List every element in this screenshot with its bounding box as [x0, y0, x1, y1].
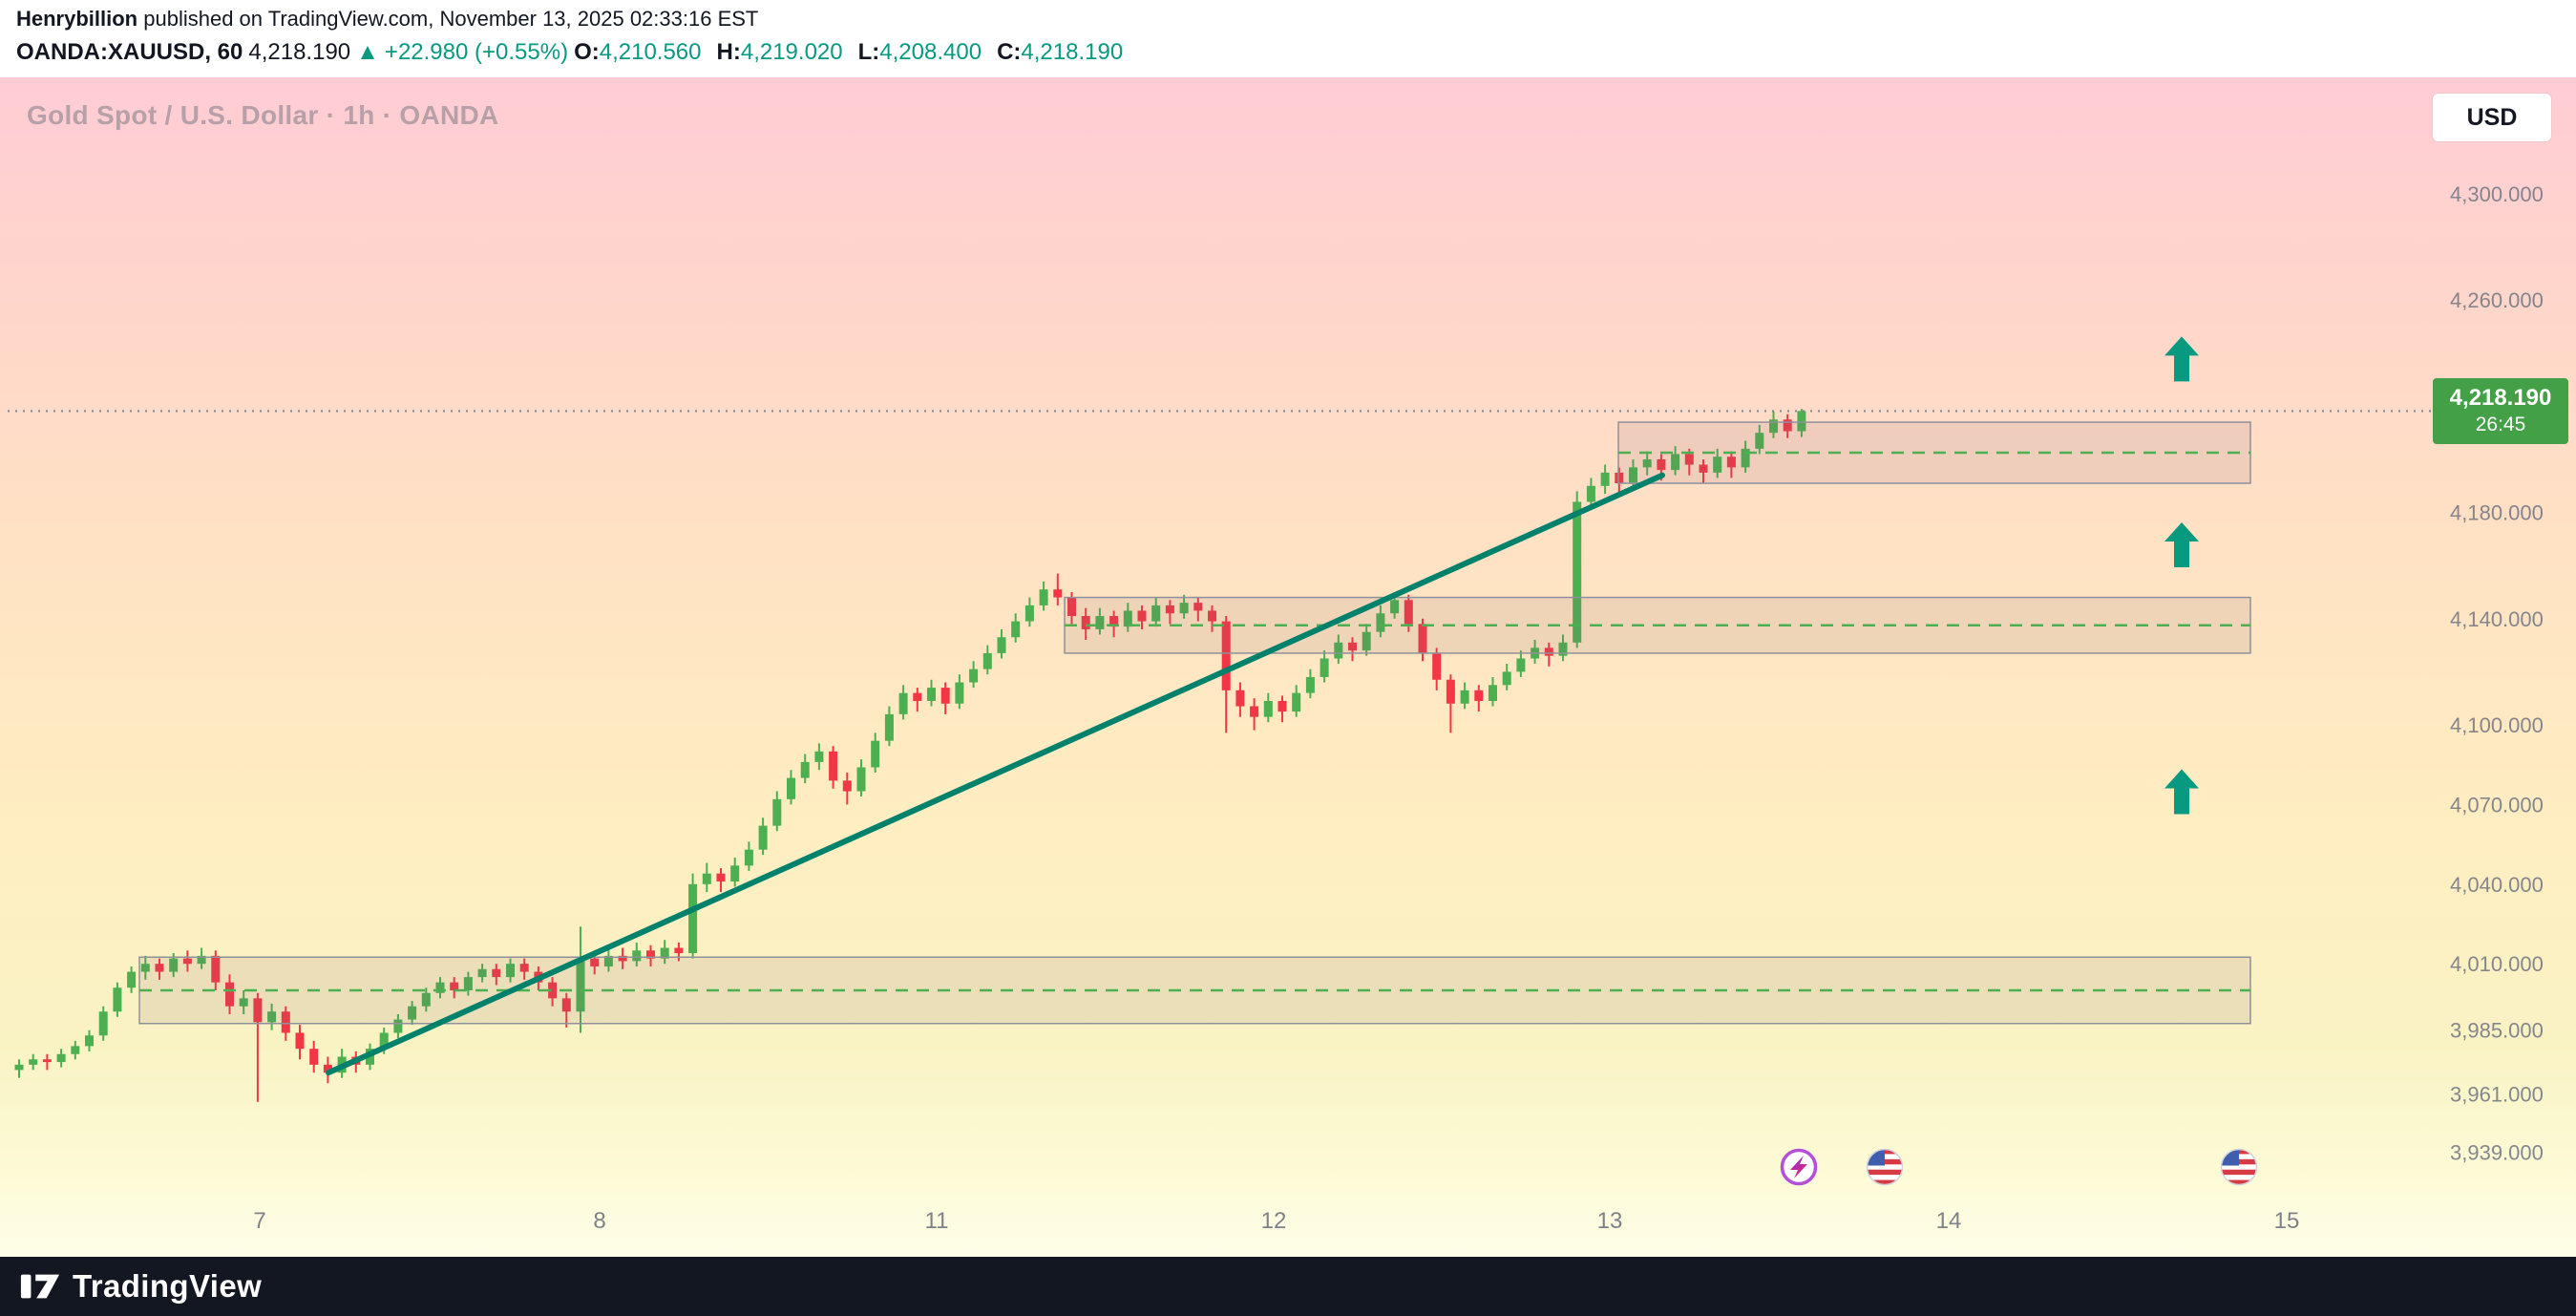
price-tick-label: 3,939.000	[2450, 1141, 2544, 1165]
time-tick-label: 12	[1261, 1208, 1287, 1234]
open-value: 4,210.560	[599, 39, 702, 65]
event-marker-us-flag[interactable]	[1866, 1148, 1904, 1186]
close-value: 4,218.190	[1021, 39, 1124, 65]
symbol-ohlc-line: OANDA:XAUUSD, 60 4,218.190 ▲ +22.980 (+0.55…	[16, 39, 1138, 66]
price-tick-label: 4,040.000	[2450, 873, 2544, 897]
time-tick-label: 7	[253, 1208, 265, 1234]
zone-demand-zone-upper	[1617, 421, 2251, 484]
time-axis[interactable]: 7 8 11 12 13 14 15	[253, 1208, 2299, 1234]
price-tick-label: 4,100.000	[2450, 713, 2544, 737]
price-tick-label: 4,180.000	[2450, 501, 2544, 525]
up-arrow	[2164, 336, 2199, 382]
publish-info-line: Henrybillion published on TradingView.co…	[16, 7, 758, 32]
tradingview-wordmark[interactable]: TradingView	[73, 1268, 263, 1304]
current-price-badge: 4,218.190 26:45	[2433, 378, 2568, 445]
low-value: 4,208.400	[879, 39, 982, 65]
high-value: 4,219.020	[740, 39, 843, 65]
price-tick-label: 3,961.000	[2450, 1082, 2544, 1106]
close-label: C:	[997, 39, 1022, 65]
tradingview-logo-icon[interactable]	[19, 1267, 61, 1305]
low-label: L:	[857, 39, 880, 65]
change-arrow-icon: ▲	[356, 39, 379, 65]
candles	[14, 409, 1806, 1102]
publish-header: Henrybillion published on TradingView.co…	[0, 0, 2576, 77]
chart-area[interactable]: 4,300.000 4,260.000 4,180.000 4,140.000 4,10…	[0, 77, 2576, 1257]
time-tick-label: 13	[1597, 1208, 1623, 1234]
event-marker-flash[interactable]	[1780, 1148, 1818, 1186]
symbol-watermark: Gold Spot / U.S. Dollar · 1h · OANDA	[27, 100, 499, 130]
zone-demand-zone-middle	[1064, 596, 2251, 654]
trendline	[326, 472, 1665, 1076]
price-tick-label: 4,070.000	[2450, 793, 2544, 817]
publish-text: published on TradingView.com, November 1…	[137, 7, 759, 31]
price-change: +22.980 (+0.55%)	[384, 39, 569, 65]
last-price: 4,218.190	[248, 39, 351, 65]
price-tick-label: 4,300.000	[2450, 182, 2544, 206]
symbol-title[interactable]: OANDA:XAUUSD, 60	[16, 39, 243, 65]
up-arrow	[2164, 521, 2199, 567]
zone-demand-zone-lower	[138, 956, 2251, 1025]
currency-usd-button[interactable]: USD	[2433, 94, 2551, 141]
time-tick-label: 11	[925, 1208, 949, 1234]
badge-countdown: 26:45	[2475, 414, 2526, 436]
price-tick-label: 4,010.000	[2450, 952, 2544, 976]
up-arrow	[2164, 769, 2199, 815]
tradingview-footer: TradingView	[0, 1257, 2576, 1316]
high-label: H:	[716, 39, 741, 65]
price-tick-label: 4,140.000	[2450, 607, 2544, 631]
time-tick-label: 8	[593, 1208, 605, 1234]
price-axis[interactable]: 4,300.000 4,260.000 4,180.000 4,140.000 4,10…	[2450, 182, 2544, 1165]
price-tick-label: 3,985.000	[2450, 1019, 2544, 1043]
time-tick-label: 14	[1936, 1208, 1962, 1234]
event-marker-us-flag[interactable]	[2220, 1148, 2258, 1186]
price-tick-label: 4,260.000	[2450, 288, 2544, 312]
chart-canvas[interactable]: 4,300.000 4,260.000 4,180.000 4,140.000 4,10…	[0, 77, 2576, 1257]
author-name[interactable]: Henrybillion	[16, 7, 138, 31]
open-label: O:	[574, 39, 600, 65]
time-tick-label: 15	[2274, 1208, 2300, 1234]
badge-price: 4,218.190	[2449, 385, 2552, 412]
